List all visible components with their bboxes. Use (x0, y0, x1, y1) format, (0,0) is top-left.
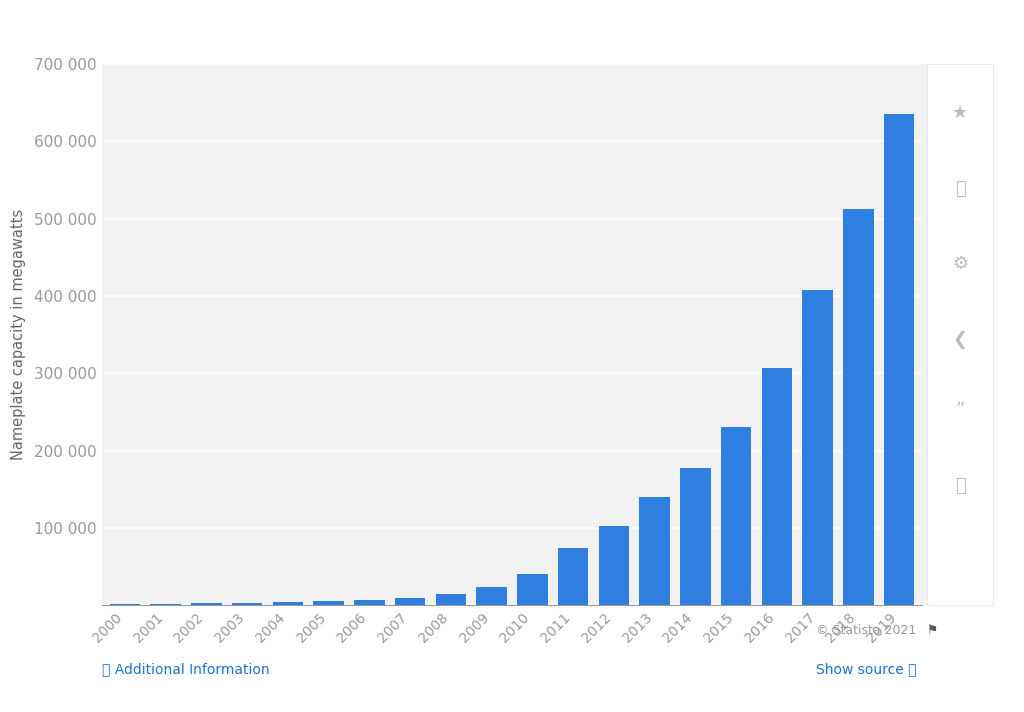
Bar (680, 468, 711, 605)
Text: Show source ⓘ: Show source ⓘ (816, 662, 916, 676)
Bar (803, 290, 833, 605)
Text: ★: ★ (952, 104, 968, 122)
Bar (639, 497, 670, 605)
Text: ❮: ❮ (952, 331, 968, 349)
Text: © Statista 2021: © Statista 2021 (816, 624, 916, 637)
Bar (884, 115, 914, 605)
Bar (313, 601, 344, 605)
Text: ⚙: ⚙ (952, 256, 968, 273)
Text: 🖨: 🖨 (954, 477, 966, 495)
Bar (843, 209, 873, 605)
Bar (762, 368, 793, 605)
Bar (558, 548, 589, 605)
Text: ⚑: ⚑ (919, 624, 938, 637)
Bar (721, 427, 752, 605)
Text: ⓘ Additional Information: ⓘ Additional Information (102, 662, 270, 676)
Bar (599, 526, 629, 605)
Text: ”: ” (955, 402, 965, 419)
Bar (395, 598, 425, 605)
Bar (231, 603, 262, 605)
Bar (435, 595, 466, 605)
Bar (191, 604, 221, 605)
Bar (110, 604, 140, 605)
Y-axis label: Nameplate capacity in megawatts: Nameplate capacity in megawatts (11, 209, 26, 460)
Bar (517, 574, 548, 605)
Bar (151, 604, 181, 605)
Bar (272, 602, 303, 605)
Bar (476, 587, 507, 605)
Bar (354, 600, 385, 605)
Text: 🔔: 🔔 (954, 179, 966, 197)
